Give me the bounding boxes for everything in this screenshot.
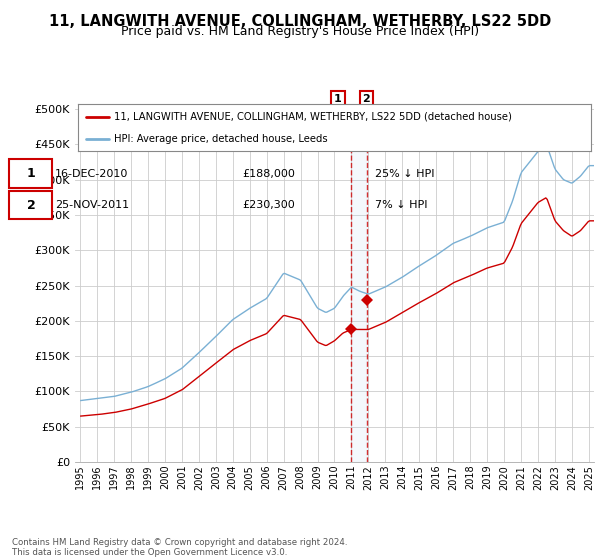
FancyBboxPatch shape: [9, 160, 52, 188]
Text: 1: 1: [26, 167, 35, 180]
Text: £230,300: £230,300: [242, 200, 295, 210]
Text: 25% ↓ HPI: 25% ↓ HPI: [375, 169, 434, 179]
Text: HPI: Average price, detached house, Leeds: HPI: Average price, detached house, Leed…: [114, 134, 328, 144]
Text: 1: 1: [334, 94, 342, 104]
Bar: [351, 109, 367, 462]
Text: £188,000: £188,000: [242, 169, 295, 179]
FancyBboxPatch shape: [9, 191, 52, 220]
Text: Price paid vs. HM Land Registry's House Price Index (HPI): Price paid vs. HM Land Registry's House …: [121, 25, 479, 38]
Text: 11, LANGWITH AVENUE, COLLINGHAM, WETHERBY, LS22 5DD: 11, LANGWITH AVENUE, COLLINGHAM, WETHERB…: [49, 14, 551, 29]
Text: Contains HM Land Registry data © Crown copyright and database right 2024.
This d: Contains HM Land Registry data © Crown c…: [12, 538, 347, 557]
Text: 11, LANGWITH AVENUE, COLLINGHAM, WETHERBY, LS22 5DD (detached house): 11, LANGWITH AVENUE, COLLINGHAM, WETHERB…: [114, 112, 512, 122]
Text: 2: 2: [362, 94, 370, 104]
Text: 25-NOV-2011: 25-NOV-2011: [55, 200, 130, 210]
Text: 7% ↓ HPI: 7% ↓ HPI: [375, 200, 427, 210]
Text: 16-DEC-2010: 16-DEC-2010: [55, 169, 128, 179]
Text: 2: 2: [26, 199, 35, 212]
